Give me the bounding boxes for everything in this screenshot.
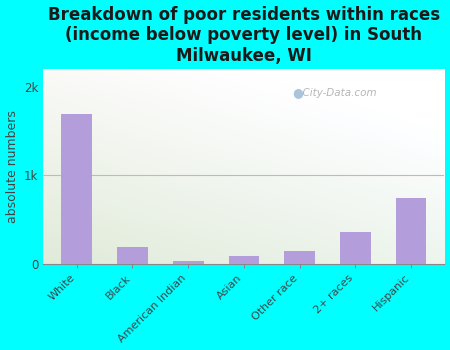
Text: City-Data.com: City-Data.com	[296, 88, 377, 98]
Bar	[62, 114, 92, 264]
Bar	[117, 247, 148, 264]
Y-axis label: absolute numbers: absolute numbers	[5, 110, 18, 223]
Title: Breakdown of poor residents within races
(income below poverty level) in South
M: Breakdown of poor residents within races…	[48, 6, 440, 65]
Bar	[284, 251, 315, 264]
Text: ●: ●	[292, 86, 303, 99]
Bar	[340, 232, 371, 264]
Bar	[173, 261, 203, 264]
Bar	[229, 256, 259, 264]
Bar	[396, 198, 426, 264]
